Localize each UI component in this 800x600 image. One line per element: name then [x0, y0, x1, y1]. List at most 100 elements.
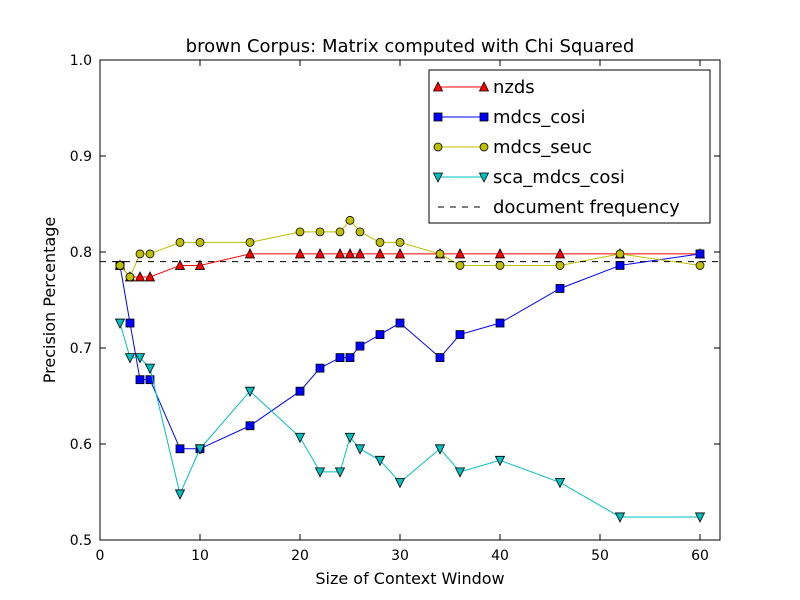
data-point-mdcs-cosi: [695, 249, 705, 259]
y-axis-label: Precision Percentage: [40, 217, 59, 383]
data-point-sca-mdcs-cosi: [144, 363, 156, 375]
data-point-sca-mdcs-cosi: [434, 444, 446, 455]
legend-entry-document-frequency: document frequency: [438, 197, 680, 218]
data-point-nzds: [314, 248, 326, 259]
data-point-nzds: [244, 248, 256, 259]
series-line-sca-mdcs-cosi: [119, 322, 700, 518]
x-tick-label: 20: [291, 548, 309, 564]
legend-label: mdcs_cosi: [493, 107, 586, 128]
legend-label: sca_mdcs_cosi: [493, 167, 625, 188]
legend-swatch-marker: [478, 81, 490, 92]
data-point-mdcs-cosi: [345, 353, 355, 363]
series-sca-mdcs-cosi: [114, 318, 706, 523]
y-tick-label: 0.9: [70, 149, 92, 165]
data-point-sca-mdcs-cosi: [344, 432, 356, 444]
x-tick-label: 40: [491, 548, 509, 564]
x-tick-label: 0: [96, 548, 105, 564]
data-point-nzds: [344, 248, 356, 259]
data-point-nzds: [334, 248, 346, 259]
data-point-mdcs-seuc: [355, 227, 365, 237]
plot-area: [99, 59, 721, 541]
data-point-mdcs-cosi: [145, 375, 155, 385]
data-point-nzds: [294, 248, 306, 259]
data-point-sca-mdcs-cosi: [114, 318, 126, 329]
data-point-sca-mdcs-cosi: [134, 353, 146, 364]
legend-swatch-marker: [479, 142, 489, 152]
series-mdcs-seuc: [115, 215, 705, 282]
legend-swatch-marker: [479, 112, 489, 122]
data-point-mdcs-cosi: [175, 444, 185, 454]
data-point-sca-mdcs-cosi: [314, 467, 326, 478]
data-point-mdcs-seuc: [495, 261, 505, 270]
series-layer: [100, 215, 720, 523]
legend-entry-mdcs-seuc: mdcs_seuc: [433, 137, 592, 158]
data-point-sca-mdcs-cosi: [334, 467, 346, 478]
data-point-mdcs-seuc: [195, 237, 205, 247]
data-point-nzds: [394, 248, 406, 259]
legend-swatch-marker: [432, 81, 444, 92]
data-point-sca-mdcs-cosi: [454, 467, 466, 478]
data-point-mdcs-seuc: [245, 237, 255, 247]
data-point-nzds: [194, 259, 206, 270]
legend-label: document frequency: [493, 197, 680, 218]
data-point-sca-mdcs-cosi: [174, 489, 186, 500]
legend-swatch-marker: [478, 172, 490, 183]
x-tick-label: 60: [691, 548, 709, 564]
data-point-mdcs-cosi: [375, 330, 385, 339]
data-point-nzds: [144, 271, 156, 282]
data-point-nzds: [174, 259, 186, 270]
legend-label: mdcs_seuc: [493, 137, 592, 158]
data-point-mdcs-seuc: [315, 227, 325, 237]
y-tick-label: 0.5: [70, 533, 92, 549]
data-point-mdcs-cosi: [335, 353, 345, 363]
data-point-mdcs-seuc: [345, 215, 355, 225]
data-point-mdcs-cosi: [615, 261, 625, 270]
data-point-mdcs-seuc: [175, 237, 185, 247]
data-point-nzds: [494, 248, 506, 259]
data-point-nzds: [454, 248, 466, 259]
data-point-sca-mdcs-cosi: [394, 477, 406, 489]
data-point-sca-mdcs-cosi: [374, 455, 386, 467]
x-axis-label: Size of Context Window: [315, 569, 504, 588]
data-point-nzds: [554, 248, 566, 259]
data-point-sca-mdcs-cosi: [694, 512, 706, 523]
data-point-mdcs-cosi: [555, 284, 565, 293]
data-point-sca-mdcs-cosi: [194, 444, 206, 455]
series-line-nzds: [119, 253, 700, 278]
chart-title: brown Corpus: Matrix computed with Chi S…: [186, 36, 635, 57]
data-point-sca-mdcs-cosi: [494, 455, 506, 467]
data-point-mdcs-seuc: [395, 237, 405, 247]
data-point-mdcs-seuc: [145, 249, 155, 259]
data-point-nzds: [354, 248, 366, 259]
data-point-mdcs-seuc: [555, 261, 565, 270]
y-tick-label: 0.8: [70, 245, 92, 261]
data-point-mdcs-seuc: [135, 249, 145, 259]
data-point-mdcs-seuc: [295, 227, 305, 237]
plot-frame: [99, 59, 721, 541]
x-tick-label: 10: [191, 548, 209, 564]
y-axis: 0.5 0.6 0.7 0.8 0.9 1.0: [70, 53, 720, 549]
data-point-sca-mdcs-cosi: [124, 353, 136, 364]
y-tick-label: 0.6: [70, 437, 92, 453]
legend-label: nzds: [493, 77, 535, 98]
data-point-mdcs-cosi: [125, 318, 135, 328]
data-point-mdcs-cosi: [355, 341, 365, 351]
data-point-mdcs-cosi: [135, 375, 145, 385]
data-point-mdcs-cosi: [245, 421, 255, 431]
legend-swatch-marker: [432, 172, 444, 183]
legend-swatch-marker: [433, 142, 443, 152]
y-tick-label: 1.0: [70, 53, 92, 69]
data-point-mdcs-seuc: [435, 249, 445, 259]
data-point-mdcs-seuc: [375, 237, 385, 247]
data-point-mdcs-cosi: [455, 330, 465, 339]
data-point-mdcs-seuc: [695, 261, 705, 270]
data-point-sca-mdcs-cosi: [554, 477, 566, 489]
legend-swatch-marker: [433, 112, 443, 122]
series-nzds: [114, 248, 706, 282]
legend-entry-nzds: nzds: [432, 77, 535, 98]
data-point-sca-mdcs-cosi: [354, 444, 366, 455]
data-point-mdcs-seuc: [125, 272, 135, 282]
data-point-mdcs-seuc: [335, 227, 345, 237]
data-point-sca-mdcs-cosi: [244, 386, 256, 398]
